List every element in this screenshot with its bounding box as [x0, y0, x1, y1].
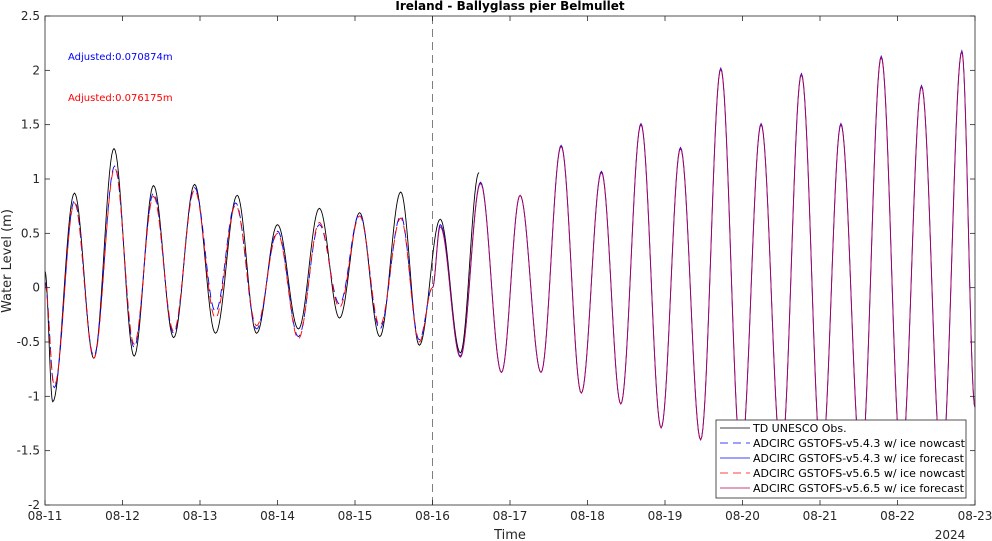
adjusted-annotation-red: Adjusted:0.076175m: [68, 93, 173, 104]
chart-title: Ireland - Ballyglass pier Belmullet: [395, 0, 625, 13]
x-tick-label: 08-16: [415, 509, 450, 523]
x-tick-label: 08-17: [493, 509, 528, 523]
y-tick-label: 2: [32, 63, 40, 77]
adjusted-annotation-blue: Adjusted:0.070874m: [68, 52, 173, 63]
legend-entry: ADCIRC GSTOFS-v5.6.5 w/ ice nowcast: [720, 467, 966, 480]
year-label: 2024: [935, 528, 966, 541]
x-tick-label: 08-23: [958, 509, 992, 523]
y-tick-label: 1.5: [21, 118, 40, 132]
x-tick-label: 08-21: [803, 509, 838, 523]
y-tick-label: -2: [28, 498, 40, 512]
y-tick-label: 2.5: [21, 9, 40, 23]
y-tick-label: 0.5: [21, 226, 40, 240]
legend-entry: ADCIRC GSTOFS-v5.4.3 w/ ice nowcast: [720, 437, 966, 450]
legend-label: ADCIRC GSTOFS-v5.6.5 w/ ice forecast: [753, 482, 965, 495]
x-tick-label: 08-19: [648, 509, 683, 523]
x-tick-label: 08-12: [105, 509, 140, 523]
legend-box: [715, 419, 967, 499]
legend-label: ADCIRC GSTOFS-v5.6.5 w/ ice nowcast: [753, 467, 966, 480]
y-tick-label: -1: [28, 389, 40, 403]
legend-label: TD UNESCO Obs.: [752, 422, 847, 435]
x-tick-label: 08-14: [260, 509, 295, 523]
x-axis-label: Time: [493, 528, 526, 541]
x-tick-label: 08-15: [338, 509, 373, 523]
legend-entry: ADCIRC GSTOFS-v5.4.3 w/ ice forecast: [720, 452, 965, 465]
legend-entry: TD UNESCO Obs.: [720, 422, 847, 435]
x-tick-label: 08-13: [183, 509, 218, 523]
series-layer: [44, 49, 976, 469]
legend-label: ADCIRC GSTOFS-v5.4.3 w/ ice nowcast: [753, 437, 966, 450]
legend-label: ADCIRC GSTOFS-v5.4.3 w/ ice forecast: [753, 452, 965, 465]
x-tick-label: 08-20: [725, 509, 760, 523]
axes-layer: 08-11 08-12 08-13 08-14 08-15 08-16 08-17 08-18…: [17, 9, 992, 523]
x-tick-label: 08-11: [28, 509, 63, 523]
x-tick-label: 08-18: [570, 509, 605, 523]
x-tick-label: 08-22: [880, 509, 915, 523]
y-tick-label: 0: [32, 281, 40, 295]
legend: TD UNESCO Obs. ADCIRC GSTOFS-v5.4.3 w/ i…: [715, 419, 967, 499]
y-tick-label: -0.5: [17, 335, 40, 349]
legend-entry: ADCIRC GSTOFS-v5.6.5 w/ ice forecast: [720, 482, 965, 495]
y-tick-label: 1: [32, 172, 40, 186]
y-axis-label: Water Level (m): [0, 209, 15, 313]
series-line-0: [44, 147, 480, 403]
y-tick-label: -1.5: [17, 444, 40, 458]
series-line-4: [432, 50, 976, 469]
